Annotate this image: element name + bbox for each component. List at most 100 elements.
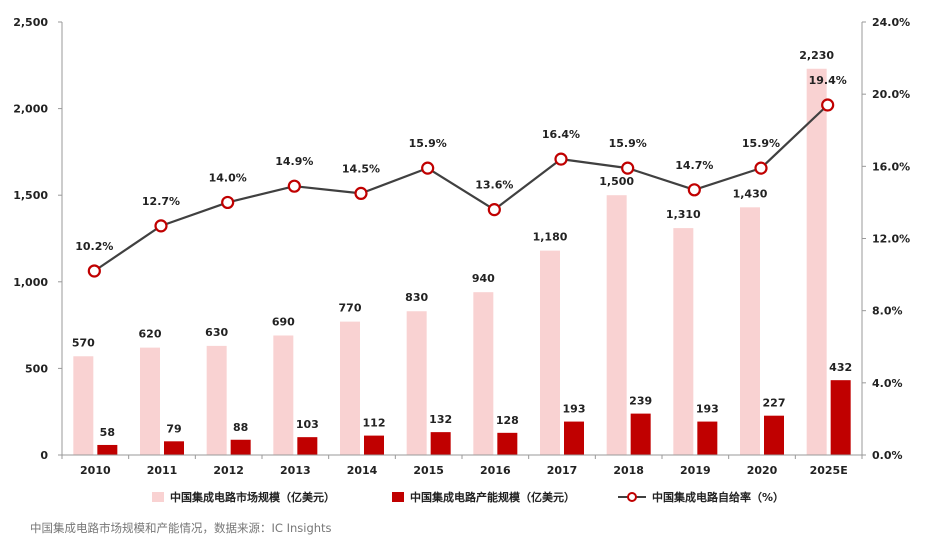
data-label-rate-2016: 13.6% — [475, 179, 513, 192]
legend-label-rate: 中国集成电路自给率（%） — [652, 490, 784, 504]
y-left-tick-label-0: 0 — [40, 449, 48, 462]
line-point-2019 — [687, 183, 701, 197]
data-label-market-2025E: 2,230 — [799, 49, 834, 62]
bar-capacity-2011 — [164, 441, 184, 455]
x-tick-label-2011: 2011 — [147, 464, 178, 477]
line-point-2011 — [154, 219, 168, 233]
data-label-market-2020: 1,430 — [733, 187, 768, 200]
bar-capacity-2015 — [430, 432, 451, 455]
bar-market-2011 — [140, 347, 160, 455]
legend: 中国集成电路市场规模（亿美元） 中国集成电路产能规模（亿美元） 中国集成电路自给率（… — [152, 490, 784, 504]
y-right-tick-label-20: 20.0% — [872, 88, 910, 101]
y-left-tick-label-1500: 1,500 — [13, 189, 48, 202]
line-point-2014 — [354, 186, 368, 200]
legend-swatch-capacity — [392, 492, 404, 502]
bar-capacity-2010 — [97, 444, 118, 455]
data-label-capacity-2016: 128 — [496, 414, 519, 427]
y-right-tick-label-0: 0.0% — [872, 449, 903, 462]
line-point-2017 — [554, 152, 568, 166]
data-label-market-2018: 1,500 — [599, 175, 634, 188]
x-tick-label-2010: 2010 — [80, 464, 111, 477]
legend-label-capacity: 中国集成电路产能规模（亿美元） — [410, 490, 575, 504]
data-label-capacity-2013: 103 — [296, 418, 319, 431]
x-tick-label-2017: 2017 — [547, 464, 578, 477]
y-left-tick-label-2500: 2,500 — [13, 16, 48, 29]
line-point-2016 — [487, 203, 501, 217]
data-label-capacity-2020: 227 — [763, 397, 786, 410]
x-tick-label-2014: 2014 — [347, 464, 378, 477]
line-layer — [87, 98, 835, 278]
data-label-market-2016: 940 — [472, 272, 495, 285]
bar-market-2015 — [406, 311, 427, 455]
bar-market-2016 — [473, 292, 494, 455]
bar-capacity-2025E — [830, 380, 851, 455]
data-label-capacity-2011: 79 — [166, 422, 181, 435]
legend-label-market: 中国集成电路市场规模（亿美元） — [170, 490, 335, 504]
x-tick-label-2019: 2019 — [680, 464, 711, 477]
data-label-market-2015: 830 — [405, 291, 428, 304]
bar-market-2018 — [606, 195, 627, 455]
y-right-tick-label-16: 16.0% — [872, 160, 910, 173]
data-label-capacity-2019: 193 — [696, 403, 719, 416]
axes-layer: 2010 2011 2012 2013 2014 2015 2016 2017 2018 2019… — [13, 16, 910, 477]
bar-capacity-2016 — [497, 432, 518, 455]
data-label-rate-2010: 10.2% — [75, 240, 113, 253]
x-tick-label-2016: 2016 — [480, 464, 511, 477]
data-label-market-2012: 630 — [205, 326, 228, 339]
x-tick-label-2025E: 2025E — [810, 464, 848, 477]
legend-marker-rate — [627, 492, 637, 502]
data-label-rate-2017: 16.4% — [542, 128, 580, 141]
line-point-2018 — [621, 161, 635, 175]
data-label-capacity-2010: 58 — [100, 426, 115, 439]
x-tick-label-2020: 2020 — [747, 464, 778, 477]
data-label-rate-2025E: 19.4% — [809, 74, 847, 87]
y-right-tick-label-4: 4.0% — [872, 377, 903, 390]
line-point-2025E — [821, 98, 835, 112]
data-label-market-2011: 620 — [139, 328, 162, 341]
line-point-2020 — [754, 161, 768, 175]
bar-market-2010 — [73, 356, 94, 455]
bar-capacity-2020 — [764, 415, 784, 455]
bar-capacity-2019 — [697, 421, 718, 455]
bar-capacity-2012 — [230, 439, 251, 455]
data-label-rate-2020: 15.9% — [742, 137, 780, 150]
data-label-market-2013: 690 — [272, 315, 295, 328]
data-label-rate-2018: 15.9% — [609, 137, 647, 150]
bar-capacity-2014 — [364, 435, 384, 455]
bar-market-2025E — [806, 68, 827, 455]
data-label-capacity-2018: 239 — [629, 395, 652, 408]
y-left-tick-label-2000: 2,000 — [13, 103, 48, 116]
bar-capacity-2017 — [564, 421, 584, 455]
data-label-capacity-2017: 193 — [563, 403, 586, 416]
y-right-tick-label-8: 8.0% — [872, 305, 903, 318]
line-point-2012 — [221, 195, 235, 210]
x-tick-label-2012: 2012 — [213, 464, 244, 477]
line-point-2010 — [87, 264, 101, 278]
y-right-tick-label-12: 12.0% — [872, 233, 910, 246]
data-label-rate-2011: 12.7% — [142, 195, 180, 208]
bar-capacity-2013 — [297, 437, 318, 455]
x-tick-label-2018: 2018 — [613, 464, 644, 477]
line-self-sufficiency — [93, 104, 829, 272]
data-label-rate-2012: 14.0% — [209, 171, 247, 184]
data-label-rate-2015: 15.9% — [409, 137, 447, 150]
bars-layer — [73, 68, 851, 455]
bar-capacity-2018 — [630, 413, 651, 455]
bar-market-2020 — [740, 207, 760, 455]
y-left-tick-label-1000: 1,000 — [13, 276, 48, 289]
data-label-market-2014: 770 — [339, 302, 362, 315]
data-label-market-2019: 1,310 — [666, 208, 701, 221]
bar-market-2014 — [340, 321, 360, 455]
data-label-rate-2013: 14.9% — [275, 155, 313, 168]
line-point-2015 — [421, 161, 435, 175]
x-tick-label-2013: 2013 — [280, 464, 311, 477]
data-label-capacity-2025E: 432 — [829, 361, 852, 374]
bar-market-2013 — [273, 335, 294, 455]
data-label-rate-2014: 14.5% — [342, 162, 380, 175]
bar-market-2017 — [540, 250, 560, 455]
data-label-capacity-2012: 88 — [233, 421, 248, 434]
bar-market-2012 — [206, 345, 227, 455]
data-label-capacity-2014: 112 — [363, 417, 386, 430]
